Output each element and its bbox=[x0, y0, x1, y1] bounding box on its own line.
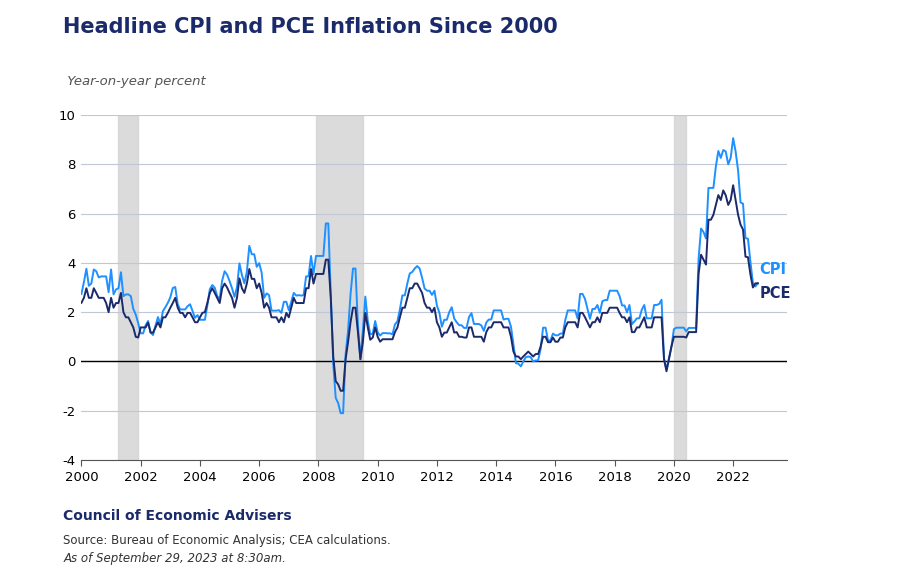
Bar bbox=[316, 115, 363, 460]
Text: As of September 29, 2023 at 8:30am.: As of September 29, 2023 at 8:30am. bbox=[63, 552, 286, 565]
Text: PCE: PCE bbox=[759, 286, 791, 301]
Bar bbox=[674, 115, 686, 460]
Text: Council of Economic Advisers: Council of Economic Advisers bbox=[63, 509, 292, 523]
Text: Year-on-year percent: Year-on-year percent bbox=[63, 75, 206, 88]
Text: Headline CPI and PCE Inflation Since 2000: Headline CPI and PCE Inflation Since 200… bbox=[63, 17, 558, 37]
Bar bbox=[119, 115, 138, 460]
Text: Source: Bureau of Economic Analysis; CEA calculations.: Source: Bureau of Economic Analysis; CEA… bbox=[63, 534, 391, 547]
Text: CPI: CPI bbox=[759, 262, 786, 277]
